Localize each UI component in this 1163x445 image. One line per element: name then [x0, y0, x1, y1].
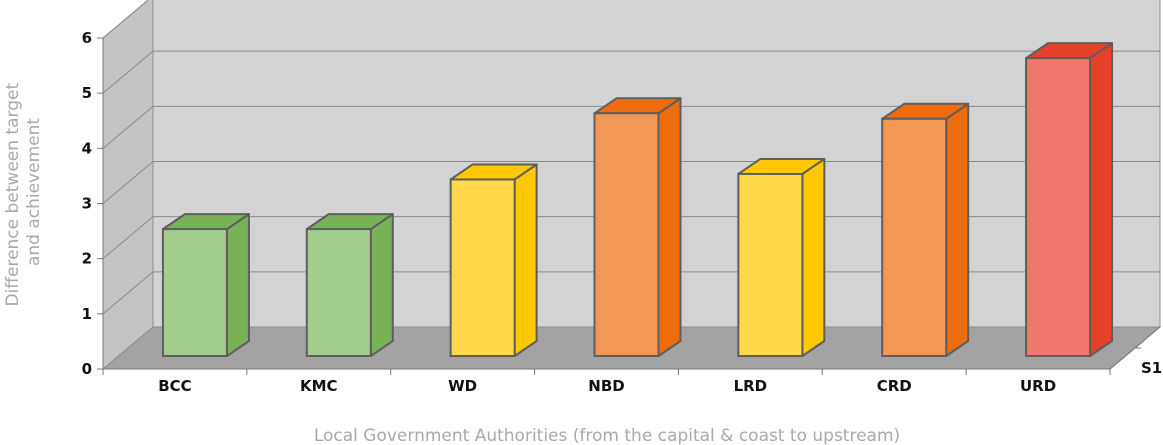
gridline: [102, 50, 1160, 94]
bar-front: [305, 228, 372, 357]
x-tick-labels: BCC KMC WD NBD LRD CRD URD: [158, 377, 1056, 395]
bar-side: [945, 102, 970, 357]
bar-front: [593, 112, 660, 358]
y-tick-label: 6: [82, 29, 92, 47]
y-tick-label: 0: [82, 360, 92, 378]
bar-side: [225, 213, 250, 357]
bar-front: [881, 117, 948, 357]
bar-side: [369, 213, 394, 357]
bar: [593, 97, 682, 358]
bar-front: [1025, 57, 1092, 357]
bar: [305, 213, 394, 357]
bar: [449, 163, 538, 357]
bar-side: [657, 97, 682, 357]
y-tick-label: 3: [82, 195, 92, 213]
x-tick-label: URD: [1020, 377, 1056, 395]
bar-side: [513, 163, 538, 357]
y-tick-labels: 0 1 2 3 4 5 6: [82, 29, 92, 378]
gridline: [102, 105, 1160, 149]
bar-front: [737, 172, 804, 357]
gridline: [102, 0, 150, 39]
y-tick-label: 2: [82, 250, 92, 268]
x-tick-label: CRD: [877, 377, 912, 395]
y-tick-label: 1: [82, 305, 92, 323]
axes: [97, 37, 1161, 375]
y-tick-label: 5: [82, 84, 92, 102]
x-tick-label: KMC: [300, 377, 338, 395]
x-axis-title: Local Government Authorities (from the c…: [314, 426, 900, 445]
series-label: S1: [1141, 359, 1162, 377]
bar: [737, 157, 826, 357]
y-axis-title-line-2: and achievement: [24, 118, 44, 266]
y-axis-title-line-1: Difference between target: [3, 83, 23, 307]
bar-side: [1089, 42, 1114, 357]
bar-side: [801, 157, 826, 357]
gridlines: [102, 0, 1160, 315]
x-tick-label: WD: [448, 377, 477, 395]
bar: [1025, 42, 1114, 357]
bar: [161, 213, 250, 357]
bar: [881, 102, 970, 357]
bar-front: [161, 228, 228, 357]
side-wall: [102, 0, 154, 371]
y-tick-label: 4: [82, 139, 92, 157]
x-tick-label: LRD: [734, 377, 768, 395]
x-tick-label: BCC: [158, 377, 191, 395]
x-tick-label: NBD: [588, 377, 624, 395]
bars: [161, 42, 1114, 358]
y-axis-title: Difference between target and achievemen…: [3, 77, 44, 306]
bar-front: [449, 178, 516, 357]
